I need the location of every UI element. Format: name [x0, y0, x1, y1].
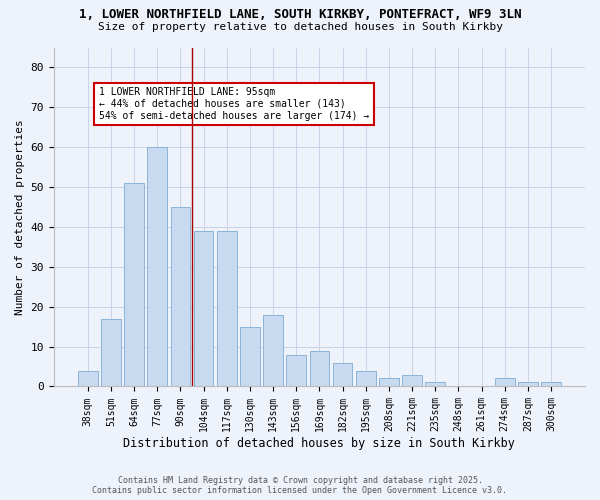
Y-axis label: Number of detached properties: Number of detached properties [15, 119, 25, 315]
Bar [263, 314, 283, 386]
Bar [148, 147, 167, 386]
Bar [78, 370, 98, 386]
Bar [541, 382, 561, 386]
Bar [101, 318, 121, 386]
Bar [356, 370, 376, 386]
Bar [124, 183, 144, 386]
Text: Contains HM Land Registry data © Crown copyright and database right 2025.
Contai: Contains HM Land Registry data © Crown c… [92, 476, 508, 495]
Bar [425, 382, 445, 386]
Text: 1 LOWER NORTHFIELD LANE: 95sqm
← 44% of detached houses are smaller (143)
54% of: 1 LOWER NORTHFIELD LANE: 95sqm ← 44% of … [100, 88, 370, 120]
Bar [518, 382, 538, 386]
Bar [402, 374, 422, 386]
Text: Size of property relative to detached houses in South Kirkby: Size of property relative to detached ho… [97, 22, 503, 32]
X-axis label: Distribution of detached houses by size in South Kirkby: Distribution of detached houses by size … [124, 437, 515, 450]
Bar [379, 378, 399, 386]
Bar [495, 378, 515, 386]
Bar [310, 350, 329, 386]
Text: 1, LOWER NORTHFIELD LANE, SOUTH KIRKBY, PONTEFRACT, WF9 3LN: 1, LOWER NORTHFIELD LANE, SOUTH KIRKBY, … [79, 8, 521, 20]
Bar [286, 354, 306, 386]
Bar [240, 326, 260, 386]
Bar [217, 231, 236, 386]
Bar [170, 207, 190, 386]
Bar [194, 231, 214, 386]
Bar [333, 362, 352, 386]
